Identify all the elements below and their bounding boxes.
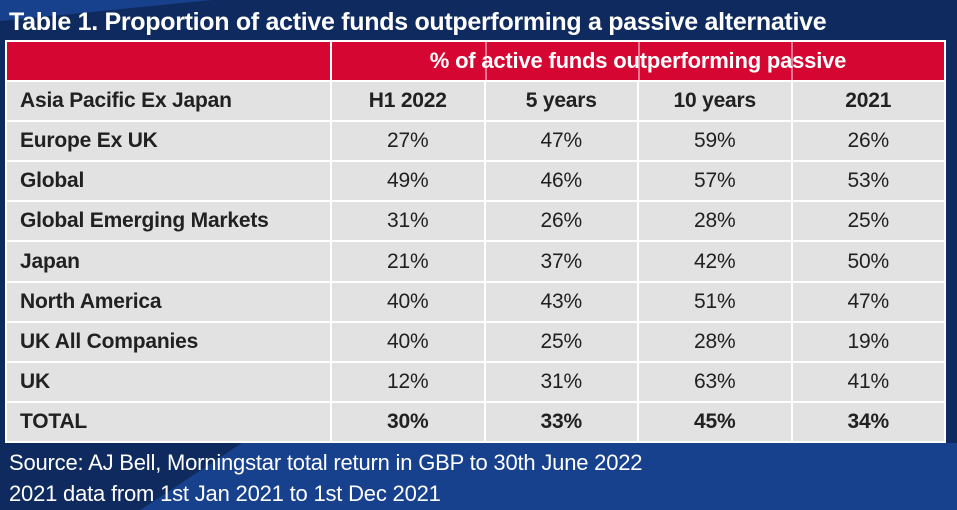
- table-row: TOTAL 30% 33% 45% 34%: [7, 402, 944, 441]
- table-row: Europe Ex UK 27% 47% 59% 26%: [7, 122, 944, 161]
- value-cell: 25%: [485, 322, 637, 361]
- value-cell: 53%: [792, 162, 944, 201]
- region-label-cell: Europe Ex UK: [7, 122, 330, 161]
- value-cell: 45%: [639, 402, 791, 441]
- column-divider: [638, 42, 640, 81]
- value-cell: 51%: [639, 282, 791, 321]
- value-cell: 46%: [485, 162, 637, 201]
- source-line-2: 2021 data from 1st Jan 2021 to 1st Dec 2…: [9, 481, 441, 506]
- region-label-cell: TOTAL: [7, 402, 330, 441]
- value-cell: 21%: [332, 242, 484, 281]
- column-header-cell: 2021: [792, 82, 944, 121]
- source-note: Source: AJ Bell, Morningstar total retur…: [9, 447, 643, 509]
- group-header-cell: % of active funds outperforming passive: [332, 42, 944, 81]
- value-cell: 63%: [639, 362, 791, 401]
- group-header-label: % of active funds outperforming passive: [429, 48, 847, 74]
- table-row: North America 40% 43% 51% 47%: [7, 282, 944, 321]
- source-line-1: Source: AJ Bell, Morningstar total retur…: [9, 450, 643, 475]
- value-cell: 28%: [639, 322, 791, 361]
- value-cell: 19%: [792, 322, 944, 361]
- value-cell: 40%: [332, 282, 484, 321]
- value-cell: 27%: [332, 122, 484, 161]
- funds-table: % of active funds outperforming passive …: [5, 40, 946, 443]
- value-cell: 37%: [485, 242, 637, 281]
- column-divider: [791, 42, 793, 81]
- value-cell: 47%: [485, 122, 637, 161]
- region-label-cell: Asia Pacific Ex Japan: [7, 82, 330, 121]
- region-label-cell: UK All Companies: [7, 322, 330, 361]
- table-row: Japan 21% 37% 42% 50%: [7, 242, 944, 281]
- column-header-cell: 10 years: [639, 82, 791, 121]
- group-header-empty-cell: [7, 42, 330, 81]
- value-cell: 33%: [485, 402, 637, 441]
- value-cell: 41%: [792, 362, 944, 401]
- page-title: Table 1. Proportion of active funds outp…: [9, 8, 827, 36]
- region-label-cell: Global Emerging Markets: [7, 202, 330, 241]
- value-cell: 42%: [639, 242, 791, 281]
- value-cell: 49%: [332, 162, 484, 201]
- table-column-header-row: Asia Pacific Ex Japan H1 2022 5 years 10…: [7, 82, 944, 121]
- value-cell: 12%: [332, 362, 484, 401]
- footer-band: [0, 443, 957, 510]
- value-cell: 57%: [639, 162, 791, 201]
- table-row: UK All Companies 40% 25% 28% 19%: [7, 322, 944, 361]
- region-label-cell: North America: [7, 282, 330, 321]
- region-label-cell: Global: [7, 162, 330, 201]
- value-cell: 28%: [639, 202, 791, 241]
- value-cell: 31%: [485, 362, 637, 401]
- column-divider: [485, 42, 487, 81]
- value-cell: 26%: [792, 122, 944, 161]
- value-cell: 40%: [332, 322, 484, 361]
- table-row: Global Emerging Markets 31% 26% 28% 25%: [7, 202, 944, 241]
- table-group-header-row: % of active funds outperforming passive: [7, 42, 944, 81]
- value-cell: 50%: [792, 242, 944, 281]
- value-cell: 34%: [792, 402, 944, 441]
- value-cell: 47%: [792, 282, 944, 321]
- value-cell: 59%: [639, 122, 791, 161]
- value-cell: 25%: [792, 202, 944, 241]
- value-cell: 31%: [332, 202, 484, 241]
- value-cell: 26%: [485, 202, 637, 241]
- value-cell: 43%: [485, 282, 637, 321]
- region-label-cell: UK: [7, 362, 330, 401]
- table-row: Global 49% 46% 57% 53%: [7, 162, 944, 201]
- table-row: UK 12% 31% 63% 41%: [7, 362, 944, 401]
- value-cell: 30%: [332, 402, 484, 441]
- region-label-cell: Japan: [7, 242, 330, 281]
- column-header-cell: H1 2022: [332, 82, 484, 121]
- column-header-cell: 5 years: [485, 82, 637, 121]
